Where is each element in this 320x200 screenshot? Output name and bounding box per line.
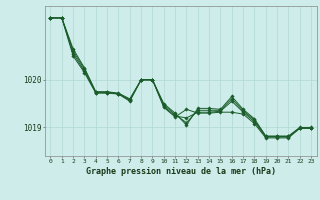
X-axis label: Graphe pression niveau de la mer (hPa): Graphe pression niveau de la mer (hPa) <box>86 167 276 176</box>
